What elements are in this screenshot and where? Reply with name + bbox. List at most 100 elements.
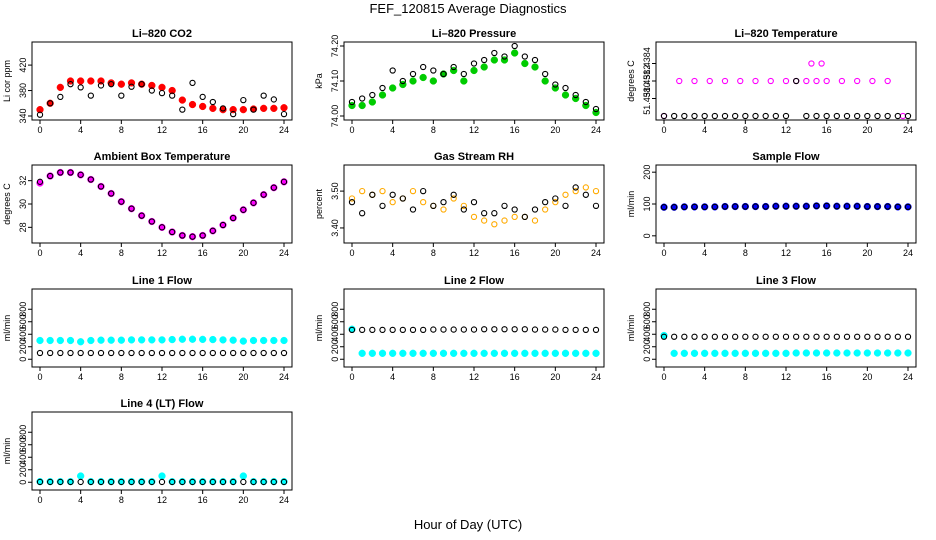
data-point: [742, 203, 749, 210]
data-point: [87, 349, 94, 357]
data-point: [562, 84, 569, 92]
data-point: [270, 104, 278, 113]
plot-frame: [655, 41, 917, 121]
data-point: [77, 349, 84, 357]
data-point: [562, 202, 569, 209]
data-point: [450, 326, 457, 333]
data-point: [260, 336, 268, 345]
data-point: [440, 199, 447, 206]
y-tick-label: 51.4384: [642, 47, 652, 80]
data-point: [793, 203, 800, 210]
data-point: [491, 221, 498, 228]
data-point: [240, 478, 247, 486]
series-2: [660, 333, 912, 340]
y-tick-label: 600: [18, 314, 28, 329]
data-point: [833, 203, 840, 210]
x-tick-label: 20: [862, 372, 872, 382]
data-point: [843, 112, 851, 120]
data-point: [531, 349, 539, 357]
data-point: [541, 77, 549, 85]
x-tick-label: 24: [279, 248, 289, 258]
data-point: [803, 77, 810, 85]
data-point: [762, 203, 769, 210]
data-point: [138, 212, 145, 219]
data-point: [358, 349, 366, 357]
x-tick-label: 24: [903, 372, 913, 382]
data-point: [561, 91, 570, 99]
data-point: [813, 112, 820, 120]
data-point: [209, 227, 216, 234]
x-tick-label: 12: [157, 248, 167, 258]
x-tick-label: 20: [550, 372, 560, 382]
data-point: [491, 49, 498, 57]
data-point: [270, 349, 277, 357]
data-point: [531, 206, 539, 213]
data-point: [409, 70, 417, 78]
x-tick-label: 20: [862, 125, 872, 135]
series-2: [660, 77, 912, 120]
series-2: [348, 184, 600, 221]
data-point: [77, 171, 84, 178]
data-point: [864, 333, 871, 340]
data-point: [359, 210, 366, 217]
data-point: [128, 478, 135, 486]
data-point: [874, 203, 881, 210]
data-point: [838, 77, 846, 85]
data-point: [721, 112, 729, 120]
data-point: [511, 349, 519, 357]
data-point: [389, 326, 396, 334]
x-tick-label: 24: [903, 125, 913, 135]
data-point: [118, 349, 125, 357]
x-tick-label: 16: [198, 248, 208, 258]
data-point: [460, 202, 467, 209]
series-1: [36, 335, 288, 346]
data-point: [542, 326, 549, 333]
data-point: [127, 336, 136, 344]
panel-title: Line 1 Flow: [132, 275, 192, 287]
data-point: [369, 91, 376, 99]
y-tick-label: 0: [642, 233, 652, 238]
data-point: [671, 204, 678, 211]
data-point: [690, 349, 699, 357]
plot-frame: [343, 164, 605, 244]
data-point: [480, 349, 488, 357]
data-point: [500, 349, 509, 357]
data-point: [721, 77, 729, 85]
data-point: [270, 184, 277, 191]
data-point: [782, 333, 790, 340]
data-point: [348, 98, 356, 106]
x-tick-label: 0: [37, 372, 42, 382]
data-point: [389, 191, 396, 198]
y-tick-label: 380: [18, 83, 28, 98]
y-tick-label: 0: [18, 357, 28, 362]
data-point: [701, 203, 708, 211]
data-point: [460, 70, 467, 78]
y-axis-label: ml/min: [626, 191, 636, 218]
data-point: [874, 333, 881, 340]
data-point: [138, 81, 145, 88]
data-point: [36, 349, 44, 357]
data-point: [189, 79, 196, 87]
series-1: [348, 325, 600, 357]
data-point: [552, 199, 559, 206]
data-point: [501, 217, 508, 224]
data-point: [833, 112, 840, 120]
data-point: [894, 333, 901, 340]
data-point: [36, 178, 44, 185]
x-tick-label: 0: [349, 248, 354, 258]
data-point: [199, 102, 207, 111]
y-tick-label: 51.4380: [642, 82, 652, 115]
data-point: [470, 326, 478, 333]
data-point: [792, 349, 800, 357]
data-point: [189, 478, 196, 486]
y-tick-label: 400: [642, 327, 652, 342]
data-point: [368, 98, 376, 106]
data-point: [762, 333, 769, 340]
x-tick-label: 16: [822, 372, 832, 382]
data-point: [782, 349, 790, 357]
x-tick-label: 16: [510, 248, 520, 258]
data-point: [803, 333, 810, 340]
y-tick-label: 200: [330, 339, 340, 354]
data-point: [429, 77, 437, 85]
